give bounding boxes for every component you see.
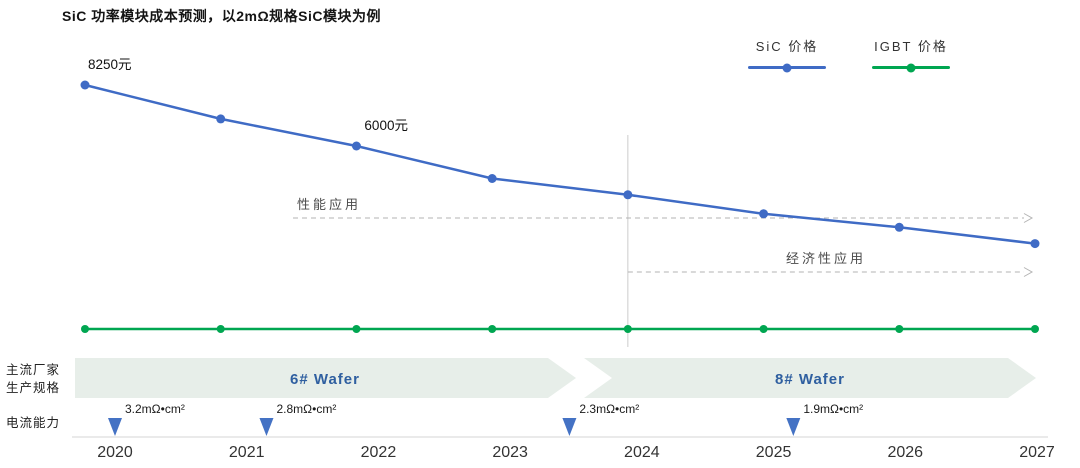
price-value-label: 8250元 [88,57,132,72]
igbt-price-point [895,325,904,333]
igbt-price-point [216,325,225,333]
sic-price-point [216,114,226,124]
annotation-arrowhead [1023,267,1034,277]
year-label: 2022 [361,444,397,461]
resistance-marker-triangle [108,418,122,436]
legend-label-igbt: IGBT 价格 [874,39,948,54]
igbt-price-point [81,325,89,333]
sic-price-point [759,209,769,219]
year-label: 2026 [887,444,923,461]
legend: SiC 价格 IGBT 价格 [748,36,950,72]
legend-line-sic [748,63,826,72]
chart-title: SiC 功率模块成本预测，以2mΩ规格SiC模块为例 [62,8,382,24]
wafer-band-label: 6# Wafer [290,371,360,388]
year-label: 2027 [1019,444,1055,461]
legend-item-sic: SiC 价格 [748,36,826,72]
resistance-marker-triangle [562,418,577,436]
sic-price-line [84,83,1036,245]
year-label: 2021 [229,444,265,461]
wafer-band-segment [75,358,576,398]
year-label: 2024 [624,444,660,461]
resistance-marker-triangle [259,418,274,436]
sic-price-point [351,141,361,151]
igbt-price-point [352,325,361,333]
igbt-price-point [623,325,632,333]
igbt-price-point [488,325,497,333]
resistance-marker-label: 3.2mΩ•cm² [125,402,185,416]
legend-dot-igbt [906,63,916,72]
wafer-band-label: 8# Wafer [775,371,845,388]
legend-dot-sic [782,63,792,72]
annotation-arrowhead [1023,213,1034,223]
sic-price-point [1030,239,1040,249]
sic-price-point [80,80,90,90]
resistance-marker-label: 2.8mΩ•cm² [276,402,336,416]
side-label-producer-line1: 主流厂家 [6,363,61,377]
side-label-current-capability: 电流能力 [6,416,61,430]
legend-label-sic: SiC 价格 [755,39,819,54]
price-value-label: 6000元 [364,118,408,133]
resistance-marker-triangle [786,418,801,436]
igbt-price-point [759,325,768,333]
year-label: 2025 [756,444,792,461]
annotation-label: 经济性应用 [786,251,866,266]
legend-line-igbt [872,63,950,72]
side-label-producer-line2: 生产规格 [6,381,61,395]
sic-price-point [894,222,904,232]
wafer-band-segment [584,358,1036,398]
resistance-marker-label: 2.3mΩ•cm² [579,402,639,416]
year-label: 2023 [492,444,528,461]
legend-item-igbt: IGBT 价格 [872,36,950,72]
year-label: 2020 [97,444,133,461]
igbt-price-point [1030,325,1039,333]
sic-price-point [623,190,633,200]
sic-price-point [487,174,497,183]
resistance-marker-label: 1.9mΩ•cm² [803,402,863,416]
annotation-label: 性能应用 [297,197,361,212]
